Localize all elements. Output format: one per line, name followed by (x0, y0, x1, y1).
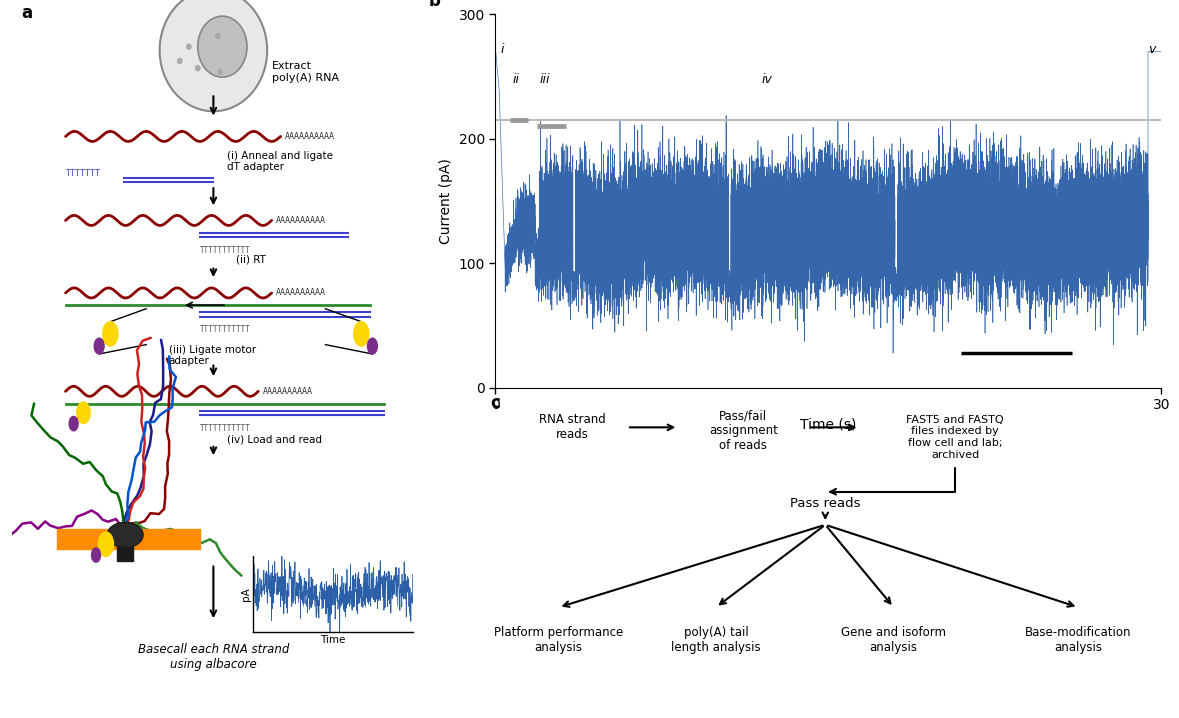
Ellipse shape (215, 32, 220, 39)
Text: iv: iv (762, 73, 772, 85)
Text: TTTTTTTTTTT: TTTTTTTTTTT (200, 246, 251, 255)
Text: (ii) RT: (ii) RT (236, 255, 265, 265)
Circle shape (70, 416, 78, 431)
Text: TTTTTTTTTTT: TTTTTTTTTTT (200, 424, 251, 433)
Circle shape (92, 548, 100, 562)
Text: RNA strand
reads: RNA strand reads (539, 414, 606, 442)
Text: Gene and isoform
analysis: Gene and isoform analysis (841, 625, 947, 653)
Ellipse shape (107, 523, 143, 548)
Text: TTTTTTT: TTTTTTT (66, 169, 100, 178)
Ellipse shape (195, 65, 200, 71)
Text: AAAAAAAAAA: AAAAAAAAAA (263, 387, 312, 396)
Text: (iii) Ligate motor
adapter: (iii) Ligate motor adapter (169, 345, 256, 366)
Y-axis label: Current (pA): Current (pA) (439, 158, 453, 244)
Circle shape (354, 322, 369, 346)
Text: c: c (490, 394, 500, 412)
Text: i: i (501, 42, 505, 56)
Text: TTTTTTTTTTT: TTTTTTTTTTT (200, 325, 251, 335)
Text: iii: iii (540, 73, 551, 85)
Bar (117, 529, 133, 561)
Text: FAST5 and FASTQ
files indexed by
flow cell and lab;
archived: FAST5 and FASTQ files indexed by flow ce… (907, 415, 1005, 460)
Text: (iv) Load and read: (iv) Load and read (226, 434, 322, 444)
Ellipse shape (217, 68, 223, 75)
Text: (i) Anneal and ligate
dT adapter: (i) Anneal and ligate dT adapter (226, 151, 332, 172)
Text: b: b (429, 0, 441, 10)
Circle shape (98, 532, 113, 556)
Ellipse shape (177, 58, 183, 64)
Ellipse shape (159, 0, 268, 111)
Circle shape (368, 338, 377, 354)
Text: Platform performance
analysis: Platform performance analysis (494, 625, 624, 653)
Text: Pass/fail
assignment
of reads: Pass/fail assignment of reads (709, 409, 778, 452)
Text: Pass reads: Pass reads (790, 497, 861, 510)
Text: AAAAAAAAAA: AAAAAAAAAA (285, 132, 335, 141)
Text: Extract
poly(A) RNA: Extract poly(A) RNA (271, 61, 338, 83)
X-axis label: Time: Time (321, 635, 345, 645)
Text: v: v (1148, 42, 1155, 56)
Text: ii: ii (513, 73, 520, 85)
Ellipse shape (198, 17, 248, 78)
Circle shape (94, 338, 104, 354)
X-axis label: Time (s): Time (s) (801, 418, 856, 432)
Text: AAAAAAAAAA: AAAAAAAAAA (276, 216, 327, 225)
Text: a: a (21, 4, 32, 22)
Ellipse shape (186, 43, 192, 50)
Circle shape (77, 402, 90, 424)
Text: Basecall each RNA strand
using albacore: Basecall each RNA strand using albacore (138, 643, 289, 671)
Text: AAAAAAAAAA: AAAAAAAAAA (276, 289, 327, 297)
Bar (57, 529, 200, 549)
Text: poly(A) tail
length analysis: poly(A) tail length analysis (671, 625, 760, 653)
Circle shape (103, 322, 118, 346)
Y-axis label: pA: pA (241, 587, 251, 601)
Text: Base-modification
analysis: Base-modification analysis (1025, 625, 1132, 653)
